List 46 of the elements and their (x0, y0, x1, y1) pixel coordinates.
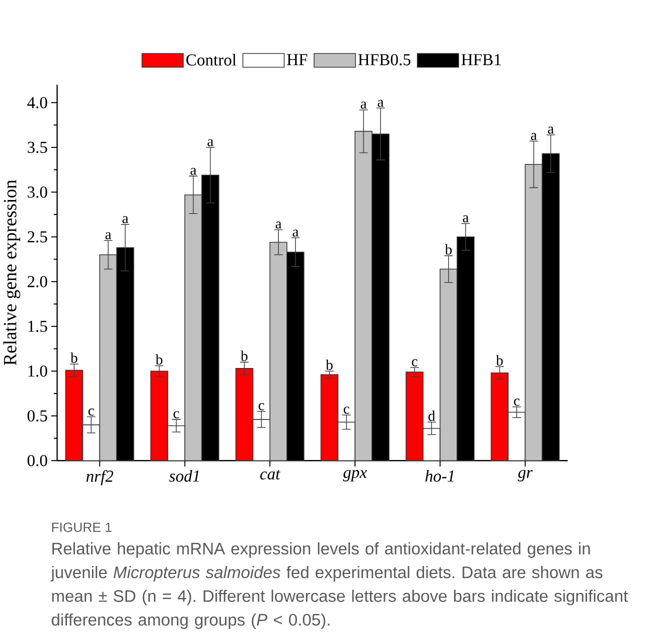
x-tick-label: ho-1 (425, 470, 454, 482)
data-label: d (428, 410, 436, 421)
data-label: c (88, 408, 94, 416)
y-tick-label: 1.0 (28, 365, 48, 377)
data-label: b (444, 244, 452, 254)
y-tick-label: 3.5 (28, 142, 48, 153)
data-label: b (70, 352, 78, 363)
x-tick-label: cat (260, 470, 280, 480)
text: Relative hepatic mRNA expression levels of antioxidant-related genes in juvenile Micropterus salmoides fed experimental diets. Data are shown as mean ± SD (n = 4). Different lowercase letters above bars indicate significant differences among groups (P < 0.05). (50, 542, 628, 629)
data-label: b (326, 359, 333, 370)
legend-label: HFB1 (461, 54, 501, 65)
data-label: a (122, 216, 128, 223)
legend-label: HF (287, 54, 308, 65)
y-tick-label: 3.0 (28, 186, 48, 198)
data-label: a (292, 229, 298, 236)
data-label: a (360, 101, 367, 108)
x-tick-label: nrf2 (86, 470, 114, 486)
x-tick-label: sod1 (169, 470, 199, 482)
data-label: b (240, 350, 248, 361)
caption: FIGURE 1 (52, 522, 112, 532)
data-label: a (208, 138, 214, 146)
y-tick-label: 2.0 (28, 276, 48, 288)
data-label: c (412, 359, 418, 366)
data-label: c (514, 398, 520, 406)
data-label: a (462, 215, 469, 222)
x-tick-label: gpx (342, 470, 367, 482)
y-tick-label: 4.0 (27, 96, 48, 108)
data-label: a (276, 221, 282, 228)
data-label: c (174, 410, 180, 418)
x-tick-label: gr (518, 470, 533, 482)
y-axis-title: Relative gene expression (3, 180, 20, 366)
y-tick-label: 0.0 (28, 454, 48, 466)
data-label: a (105, 232, 112, 240)
data-label: a (190, 168, 196, 175)
data-label: c (344, 406, 350, 414)
data-label: c (258, 402, 264, 410)
data-label: b (496, 354, 503, 366)
data-label: a (530, 132, 537, 140)
y-tick-label: 1.5 (28, 320, 48, 332)
data-label: a (548, 126, 554, 134)
data-label: a (378, 100, 384, 107)
legend-label: HFB0.5 (358, 54, 410, 66)
y-tick-label: 0.5 (28, 410, 48, 422)
legend-label: Control (186, 54, 236, 66)
data-label: b (156, 354, 162, 364)
y-tick-label: 2.5 (28, 231, 48, 242)
